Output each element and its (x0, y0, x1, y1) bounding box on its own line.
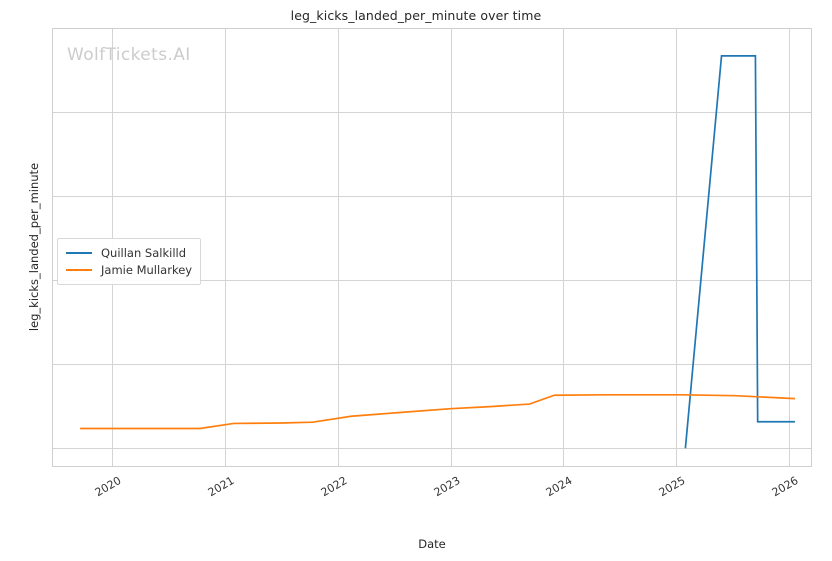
watermark: WolfTickets.AI (67, 45, 191, 65)
chart-title: leg_kicks_landed_per_minute over time (290, 8, 542, 23)
legend-item[interactable]: Jamie Mullarkey (66, 261, 192, 278)
gridline-vertical (676, 29, 678, 466)
gridline-horizontal (53, 280, 811, 282)
series-lines (80, 55, 795, 449)
gridline-vertical (450, 29, 452, 466)
gridline-horizontal (53, 448, 811, 450)
chart-legend: Quillan Salkilld Jamie Mullarkey (57, 238, 202, 285)
legend-color-swatch (66, 251, 92, 254)
legend-item[interactable]: Quillan Salkilld (66, 244, 192, 261)
series-line (684, 55, 795, 449)
gridline-horizontal (53, 111, 811, 113)
gridline-vertical (563, 29, 565, 466)
series-line (80, 393, 795, 430)
legend-label: Jamie Mullarkey (101, 262, 193, 277)
legend-label: Quillan Salkilld (101, 245, 187, 260)
x-tick-label: 2024 (544, 474, 575, 500)
y-axis-label: leg_kicks_landed_per_minute (27, 162, 41, 332)
legend-color-swatch (66, 268, 92, 271)
gridline-vertical (224, 29, 226, 466)
x-tick-label: 2022 (318, 474, 350, 500)
gridline-vertical (789, 29, 791, 466)
x-tick-label: 2020 (92, 474, 124, 500)
gridline-vertical (337, 29, 339, 466)
x-tick-label: 2023 (431, 474, 462, 500)
x-tick-label: 2021 (205, 474, 237, 500)
x-axis-label: Date (418, 537, 446, 551)
x-tick-label: 2026 (770, 474, 801, 500)
x-tick-label: 2025 (657, 474, 688, 500)
gridline-horizontal (53, 195, 811, 197)
gridline-horizontal (53, 364, 811, 366)
